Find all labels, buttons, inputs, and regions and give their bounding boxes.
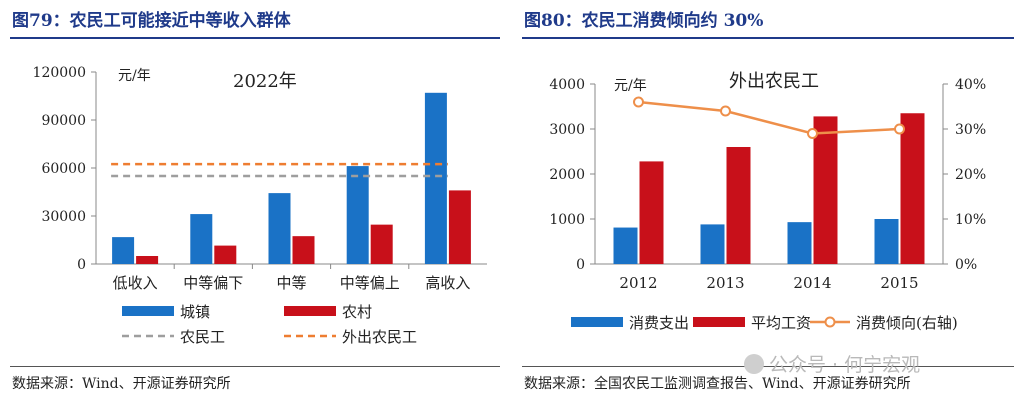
legend-swatch-消费支出 (571, 317, 623, 327)
y-tick-label: 3000 (549, 122, 585, 138)
legend-label: 消费倾向(右轴) (856, 314, 958, 332)
series-line-消费倾向(右轴) (638, 100, 900, 135)
y2-tick-label: 40% (955, 77, 986, 93)
bar-平均工资-2015 (900, 113, 925, 264)
bar-平均工资-2013 (726, 147, 751, 264)
right-title-divider (522, 37, 1014, 39)
y-tick-label: 90000 (41, 113, 86, 129)
legend-swatch-农村 (284, 306, 336, 316)
left-panel-title: 图79：农民工可能接近中等收入群体 (12, 11, 291, 31)
point-2014 (807, 128, 818, 139)
bar-消费支出-2013 (700, 224, 725, 264)
bar-农村-中等偏下 (214, 245, 237, 264)
left-source-divider (10, 366, 500, 367)
left-chart: 0 30000 60000 90000 120000 低收入 中等偏下 中等 中等偏上 高收入 元/… (33, 65, 487, 346)
point-2013 (720, 105, 731, 117)
legend-swatch-平均工资 (693, 317, 745, 327)
legend-label: 平均工资 (751, 314, 811, 332)
y2-tick-label: 0% (955, 257, 977, 273)
legend-label: 农民工 (180, 328, 225, 346)
bar-城镇-中等偏上 (346, 166, 369, 264)
bar-消费支出-2014 (787, 222, 812, 264)
bar-消费支出-2015 (874, 219, 899, 264)
y-tick-label: 60000 (41, 161, 86, 177)
bar-农村-低收入 (136, 256, 159, 264)
bar-城镇-中等 (268, 193, 291, 264)
bar-农村-中等 (292, 236, 315, 264)
bar-农村-高收入 (448, 190, 471, 264)
y-tick-label: 1000 (549, 212, 585, 228)
point-2015 (894, 123, 905, 135)
x-tick-label: 2014 (793, 274, 831, 292)
x-tick-label: 中等偏上 (340, 274, 400, 292)
legend-label: 消费支出 (629, 314, 689, 332)
watermark: 公众号 · 何宁宏观 (744, 350, 920, 377)
chart-title: 2022年 (233, 71, 297, 92)
y2-tick-label: 30% (955, 122, 986, 138)
legend-label: 外出农民工 (342, 328, 417, 346)
x-tick-label: 中等偏下 (183, 274, 243, 292)
bar-城镇-中等偏下 (190, 214, 213, 264)
legend-label: 农村 (342, 303, 372, 321)
x-tick-label: 中等 (276, 274, 306, 292)
bar-城镇-低收入 (112, 237, 135, 264)
y2-tick-label: 20% (955, 167, 986, 183)
y2-tick-label: 10% (955, 212, 986, 228)
left-title-divider (10, 37, 500, 39)
y-tick-label: 2000 (549, 167, 585, 183)
y-tick-label: 0 (77, 257, 86, 273)
x-tick-label: 高收入 (425, 274, 470, 292)
x-tick-label: 2012 (619, 274, 657, 292)
watermark-text: 公众号 · 何宁宏观 (769, 354, 921, 376)
legend-swatch-城镇 (122, 306, 174, 316)
bar-平均工资-2012 (639, 161, 664, 264)
right-source-divider (522, 366, 1014, 367)
x-tick-label: 2015 (880, 274, 918, 292)
point-2012 (633, 96, 644, 108)
right-source-text: 数据来源：全国农民工监测调查报告、Wind、开源证券研究所 (524, 376, 911, 392)
right-panel-title: 图80：农民工消费倾向约 30% (524, 11, 764, 31)
bar-平均工资-2014 (813, 116, 838, 265)
y-tick-label: 120000 (33, 65, 86, 81)
x-tick-label: 低收入 (113, 274, 158, 292)
bar-消费支出-2012 (613, 227, 638, 264)
legend-label: 城镇 (180, 303, 210, 321)
right-chart: 0 1000 2000 3000 4000 0% 10% 20% 30% 40% 2012 2013 2… (549, 71, 986, 332)
bar-农村-中等偏上 (370, 224, 393, 264)
legend-marker-消费倾向(右轴) (824, 316, 836, 328)
y-tick-label: 30000 (41, 209, 86, 225)
chart-title: 外出农民工 (729, 71, 819, 92)
unit-label: 元/年 (614, 78, 647, 94)
y-tick-label: 0 (576, 257, 585, 273)
left-source-text: 数据来源：Wind、开源证券研究所 (12, 376, 231, 392)
unit-label: 元/年 (118, 68, 151, 84)
wechat-icon (744, 354, 764, 374)
y-tick-label: 4000 (549, 77, 585, 93)
x-tick-label: 2013 (706, 274, 744, 292)
bar-城镇-高收入 (424, 92, 447, 264)
